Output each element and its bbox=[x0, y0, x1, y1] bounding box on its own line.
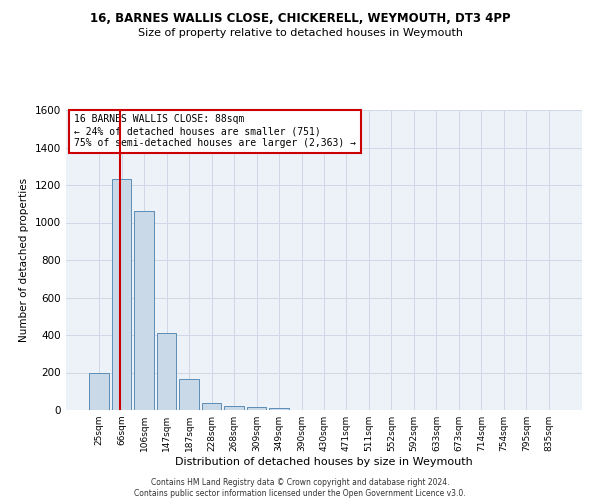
Bar bbox=[269, 408, 289, 410]
Bar bbox=[112, 180, 131, 410]
Text: 16, BARNES WALLIS CLOSE, CHICKERELL, WEYMOUTH, DT3 4PP: 16, BARNES WALLIS CLOSE, CHICKERELL, WEY… bbox=[89, 12, 511, 26]
Text: Contains HM Land Registry data © Crown copyright and database right 2024.
Contai: Contains HM Land Registry data © Crown c… bbox=[134, 478, 466, 498]
Y-axis label: Number of detached properties: Number of detached properties bbox=[19, 178, 29, 342]
Bar bbox=[179, 379, 199, 410]
Bar bbox=[202, 402, 221, 410]
Bar bbox=[89, 372, 109, 410]
Bar bbox=[134, 211, 154, 410]
X-axis label: Distribution of detached houses by size in Weymouth: Distribution of detached houses by size … bbox=[175, 457, 473, 467]
Bar bbox=[157, 333, 176, 410]
Bar bbox=[247, 407, 266, 410]
Bar bbox=[224, 406, 244, 410]
Text: Size of property relative to detached houses in Weymouth: Size of property relative to detached ho… bbox=[137, 28, 463, 38]
Text: 16 BARNES WALLIS CLOSE: 88sqm
← 24% of detached houses are smaller (751)
75% of : 16 BARNES WALLIS CLOSE: 88sqm ← 24% of d… bbox=[74, 114, 356, 148]
